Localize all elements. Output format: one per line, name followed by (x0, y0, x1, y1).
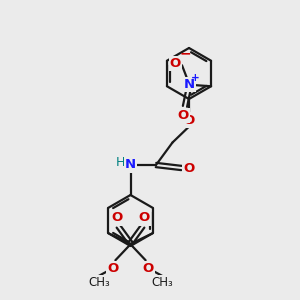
Text: O: O (178, 109, 189, 122)
Text: N: N (125, 158, 136, 172)
Text: N: N (184, 78, 195, 91)
Text: O: O (183, 113, 195, 127)
Text: −: − (179, 46, 191, 60)
Text: O: O (170, 57, 181, 70)
Text: O: O (183, 161, 195, 175)
Text: O: O (142, 262, 154, 275)
Text: O: O (139, 212, 150, 224)
Text: O: O (111, 212, 122, 224)
Text: O: O (107, 262, 118, 275)
Text: CH₃: CH₃ (88, 276, 110, 289)
Text: +: + (190, 73, 199, 83)
Text: H: H (115, 155, 125, 169)
Text: CH₃: CH₃ (151, 276, 173, 289)
